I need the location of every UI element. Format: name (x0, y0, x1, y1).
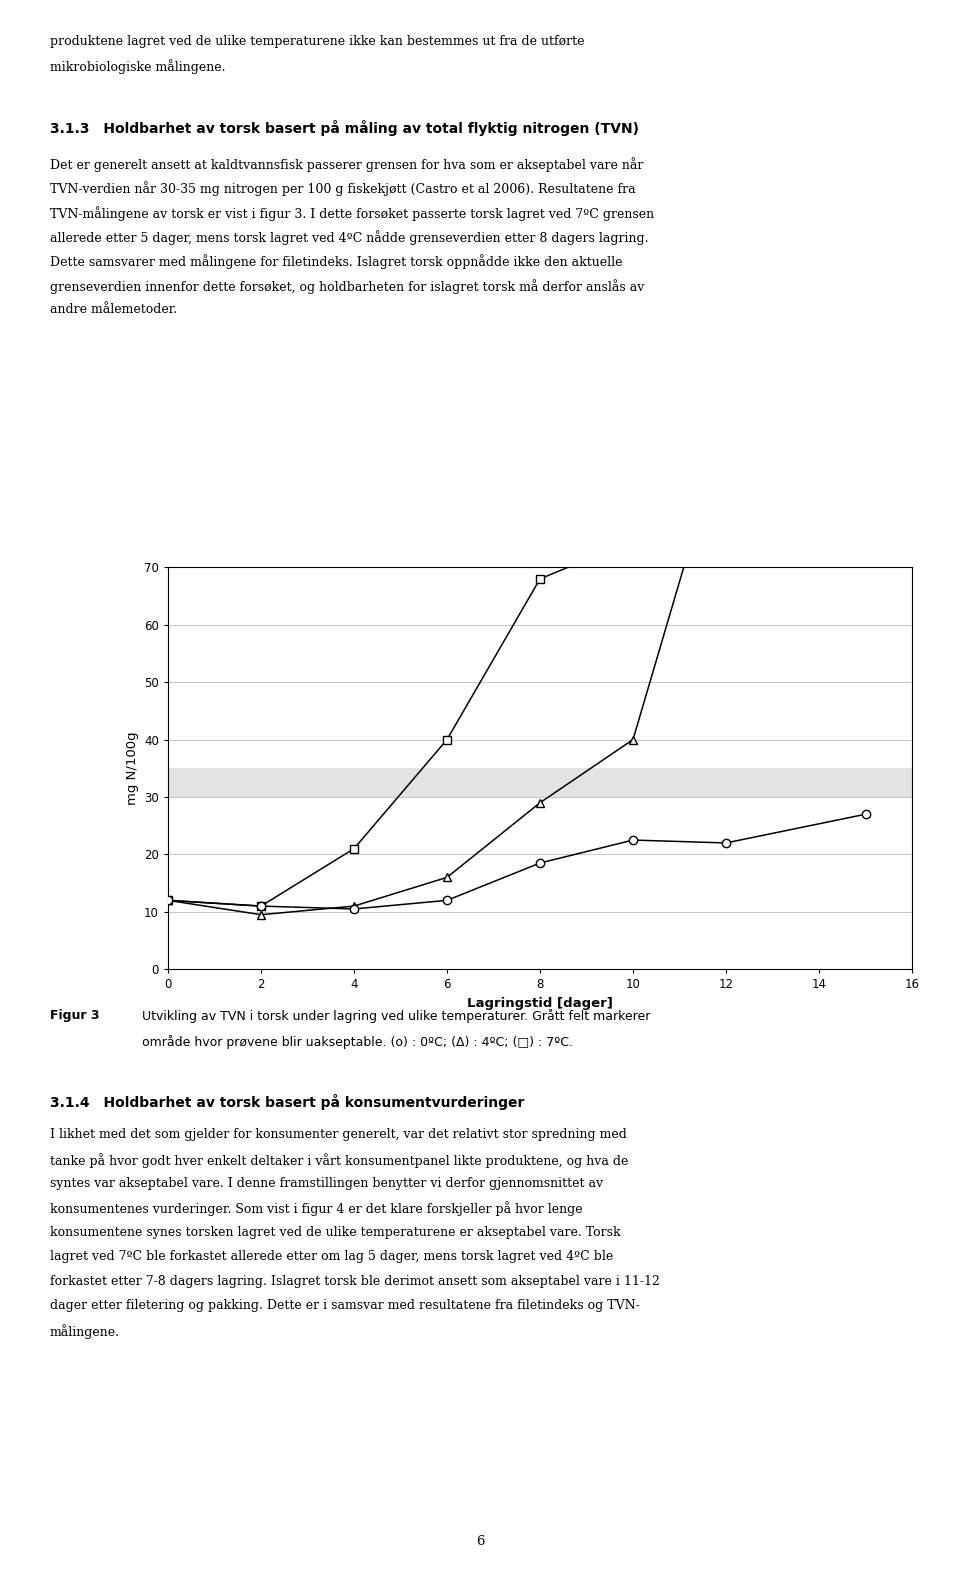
Text: målingene.: målingene. (50, 1324, 120, 1338)
Bar (168, 769, 912, 797)
Text: grenseverdien innenfor dette forsøket, og holdbarheten for islagret torsk må der: grenseverdien innenfor dette forsøket, o… (50, 279, 644, 293)
Text: dager etter filetering og pakking. Dette er i samsvar med resultatene fra fileti: dager etter filetering og pakking. Dette… (50, 1299, 639, 1313)
X-axis label: Lagringstid [dager]: Lagringstid [dager] (468, 998, 612, 1010)
Text: Dette samsvarer med målingene for filetindeks. Islagret torsk oppnådde ikke den : Dette samsvarer med målingene for fileti… (50, 254, 622, 269)
Text: TVN-verdien når 30-35 mg nitrogen per 100 g fiskekjøtt (Castro et al 2006). Resu: TVN-verdien når 30-35 mg nitrogen per 10… (50, 181, 636, 195)
Text: mikrobiologiske målingene.: mikrobiologiske målingene. (50, 58, 226, 74)
Text: 3.1.4 Holdbarhet av torsk basert på konsumentvurderinger: 3.1.4 Holdbarhet av torsk basert på kons… (50, 1094, 524, 1110)
Text: 3.1.3 Holdbarhet av torsk basert på måling av total flyktig nitrogen (TVN): 3.1.3 Holdbarhet av torsk basert på måli… (50, 120, 639, 136)
Text: konsumentenes vurderinger. Som vist i figur 4 er det klare forskjeller på hvor l: konsumentenes vurderinger. Som vist i fi… (50, 1201, 583, 1217)
Text: produktene lagret ved de ulike temperaturene ikke kan bestemmes ut fra de utført: produktene lagret ved de ulike temperatu… (50, 35, 585, 47)
Y-axis label: mg N/100g: mg N/100g (126, 731, 138, 805)
Text: Det er generelt ansett at kaldtvannsfisk passerer grensen for hva som er aksepta: Det er generelt ansett at kaldtvannsfisk… (50, 158, 643, 172)
Text: I likhet med det som gjelder for konsumenter generelt, var det relativt stor spr: I likhet med det som gjelder for konsume… (50, 1128, 627, 1141)
Text: allerede etter 5 dager, mens torsk lagret ved 4ºC nådde grenseverdien etter 8 da: allerede etter 5 dager, mens torsk lagre… (50, 230, 648, 244)
Text: TVN-målingene av torsk er vist i figur 3. I dette forsøket passerte torsk lagret: TVN-målingene av torsk er vist i figur 3… (50, 205, 654, 221)
Text: forkastet etter 7-8 dagers lagring. Islagret torsk ble derimot ansett som aksept: forkastet etter 7-8 dagers lagring. Isla… (50, 1275, 660, 1288)
Text: syntes var akseptabel vare. I denne framstillingen benytter vi derfor gjennomsni: syntes var akseptabel vare. I denne fram… (50, 1177, 603, 1190)
Text: Figur 3: Figur 3 (50, 1009, 100, 1021)
Text: andre målemetoder.: andre målemetoder. (50, 303, 178, 317)
Text: område hvor prøvene blir uakseptable. (o) : 0ºC; (Δ) : 4ºC; (□) : 7ºC.: område hvor prøvene blir uakseptable. (o… (142, 1035, 573, 1050)
Text: lagret ved 7ºC ble forkastet allerede etter om lag 5 dager, mens torsk lagret ve: lagret ved 7ºC ble forkastet allerede et… (50, 1250, 613, 1264)
Text: 6: 6 (476, 1535, 484, 1548)
Text: Utvikling av TVN i torsk under lagring ved ulike temperaturer. Grått felt marker: Utvikling av TVN i torsk under lagring v… (142, 1009, 651, 1023)
Text: konsumentene synes torsken lagret ved de ulike temperaturene er akseptabel vare.: konsumentene synes torsken lagret ved de… (50, 1226, 620, 1239)
Text: tanke på hvor godt hver enkelt deltaker i vårt konsumentpanel likte produktene, : tanke på hvor godt hver enkelt deltaker … (50, 1152, 628, 1168)
